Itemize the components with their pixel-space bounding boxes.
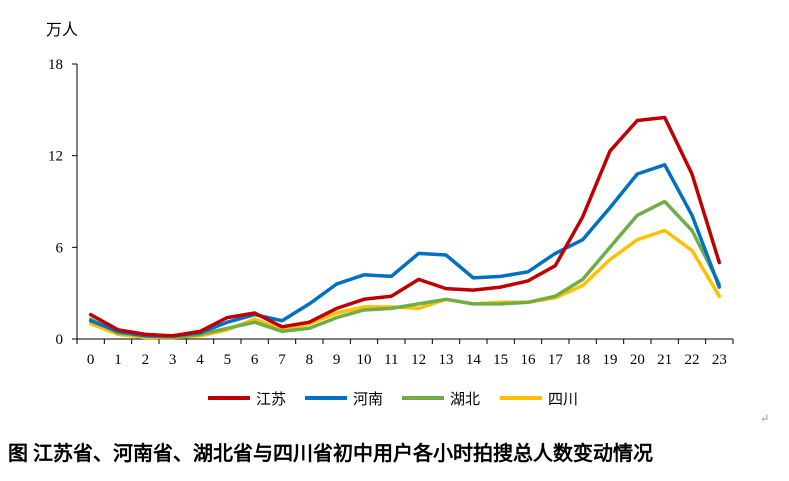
legend-label-sichuan: 四川 <box>548 389 579 408</box>
x-tick-label: 12 <box>411 352 426 368</box>
x-tick-label: 1 <box>114 352 122 368</box>
legend-item-sichuan: 四川 <box>500 387 578 409</box>
x-tick-label: 21 <box>657 352 672 368</box>
legend-label-henan: 河南 <box>353 389 384 408</box>
x-tick-label: 3 <box>169 352 177 368</box>
paragraph-mark: ↵ <box>760 413 770 425</box>
legend-swatch-jiangsu <box>208 396 250 400</box>
x-tick-label: 13 <box>439 352 454 368</box>
x-tick-label: 22 <box>685 352 700 368</box>
series-line-2 <box>88 199 722 340</box>
chart-legend: 江苏 河南 湖北 四川 <box>0 387 789 409</box>
x-tick-label: 5 <box>224 352 232 368</box>
legend-swatch-sichuan <box>500 396 542 400</box>
x-tick-label: 17 <box>548 352 564 368</box>
x-tick-label: 4 <box>196 352 204 368</box>
legend-item-jiangsu: 江苏 <box>208 387 286 409</box>
legend-swatch-hubei <box>402 396 444 400</box>
x-tick-label: 9 <box>333 352 341 368</box>
x-tick-label: 6 <box>251 352 259 368</box>
x-tick-label: 16 <box>521 352 537 368</box>
figure-caption: 图 江苏省、河南省、湖北省与四川省初中用户各小时拍搜总人数变动情况 <box>8 443 653 465</box>
x-tick-label: 14 <box>466 352 482 368</box>
x-tick-label: 18 <box>575 352 590 368</box>
legend-item-henan: 河南 <box>305 387 383 409</box>
legend-item-hubei: 湖北 <box>402 387 480 409</box>
x-tick-label: 10 <box>357 352 372 368</box>
y-tick-label: 18 <box>48 57 63 73</box>
x-tick-label: 7 <box>278 352 286 368</box>
series-line-0 <box>88 115 722 338</box>
y-tick-label: 12 <box>48 149 63 165</box>
x-tick-label: 2 <box>142 352 150 368</box>
x-tick-label: 15 <box>493 352 508 368</box>
y-axis-unit-label: 万人 <box>46 22 79 39</box>
x-tick-label: 11 <box>384 352 398 368</box>
series-line-3 <box>88 228 722 340</box>
x-tick-label: 19 <box>603 352 618 368</box>
legend-swatch-henan <box>305 396 347 400</box>
x-tick-label: 0 <box>87 352 95 368</box>
x-tick-label: 20 <box>630 352 645 368</box>
legend-label-jiangsu: 江苏 <box>256 389 287 408</box>
legend-label-hubei: 湖北 <box>450 389 481 408</box>
y-tick-label: 6 <box>56 240 64 256</box>
x-tick-label: 23 <box>712 352 727 368</box>
x-tick-label: 8 <box>306 352 314 368</box>
y-tick-label: 0 <box>56 332 64 348</box>
